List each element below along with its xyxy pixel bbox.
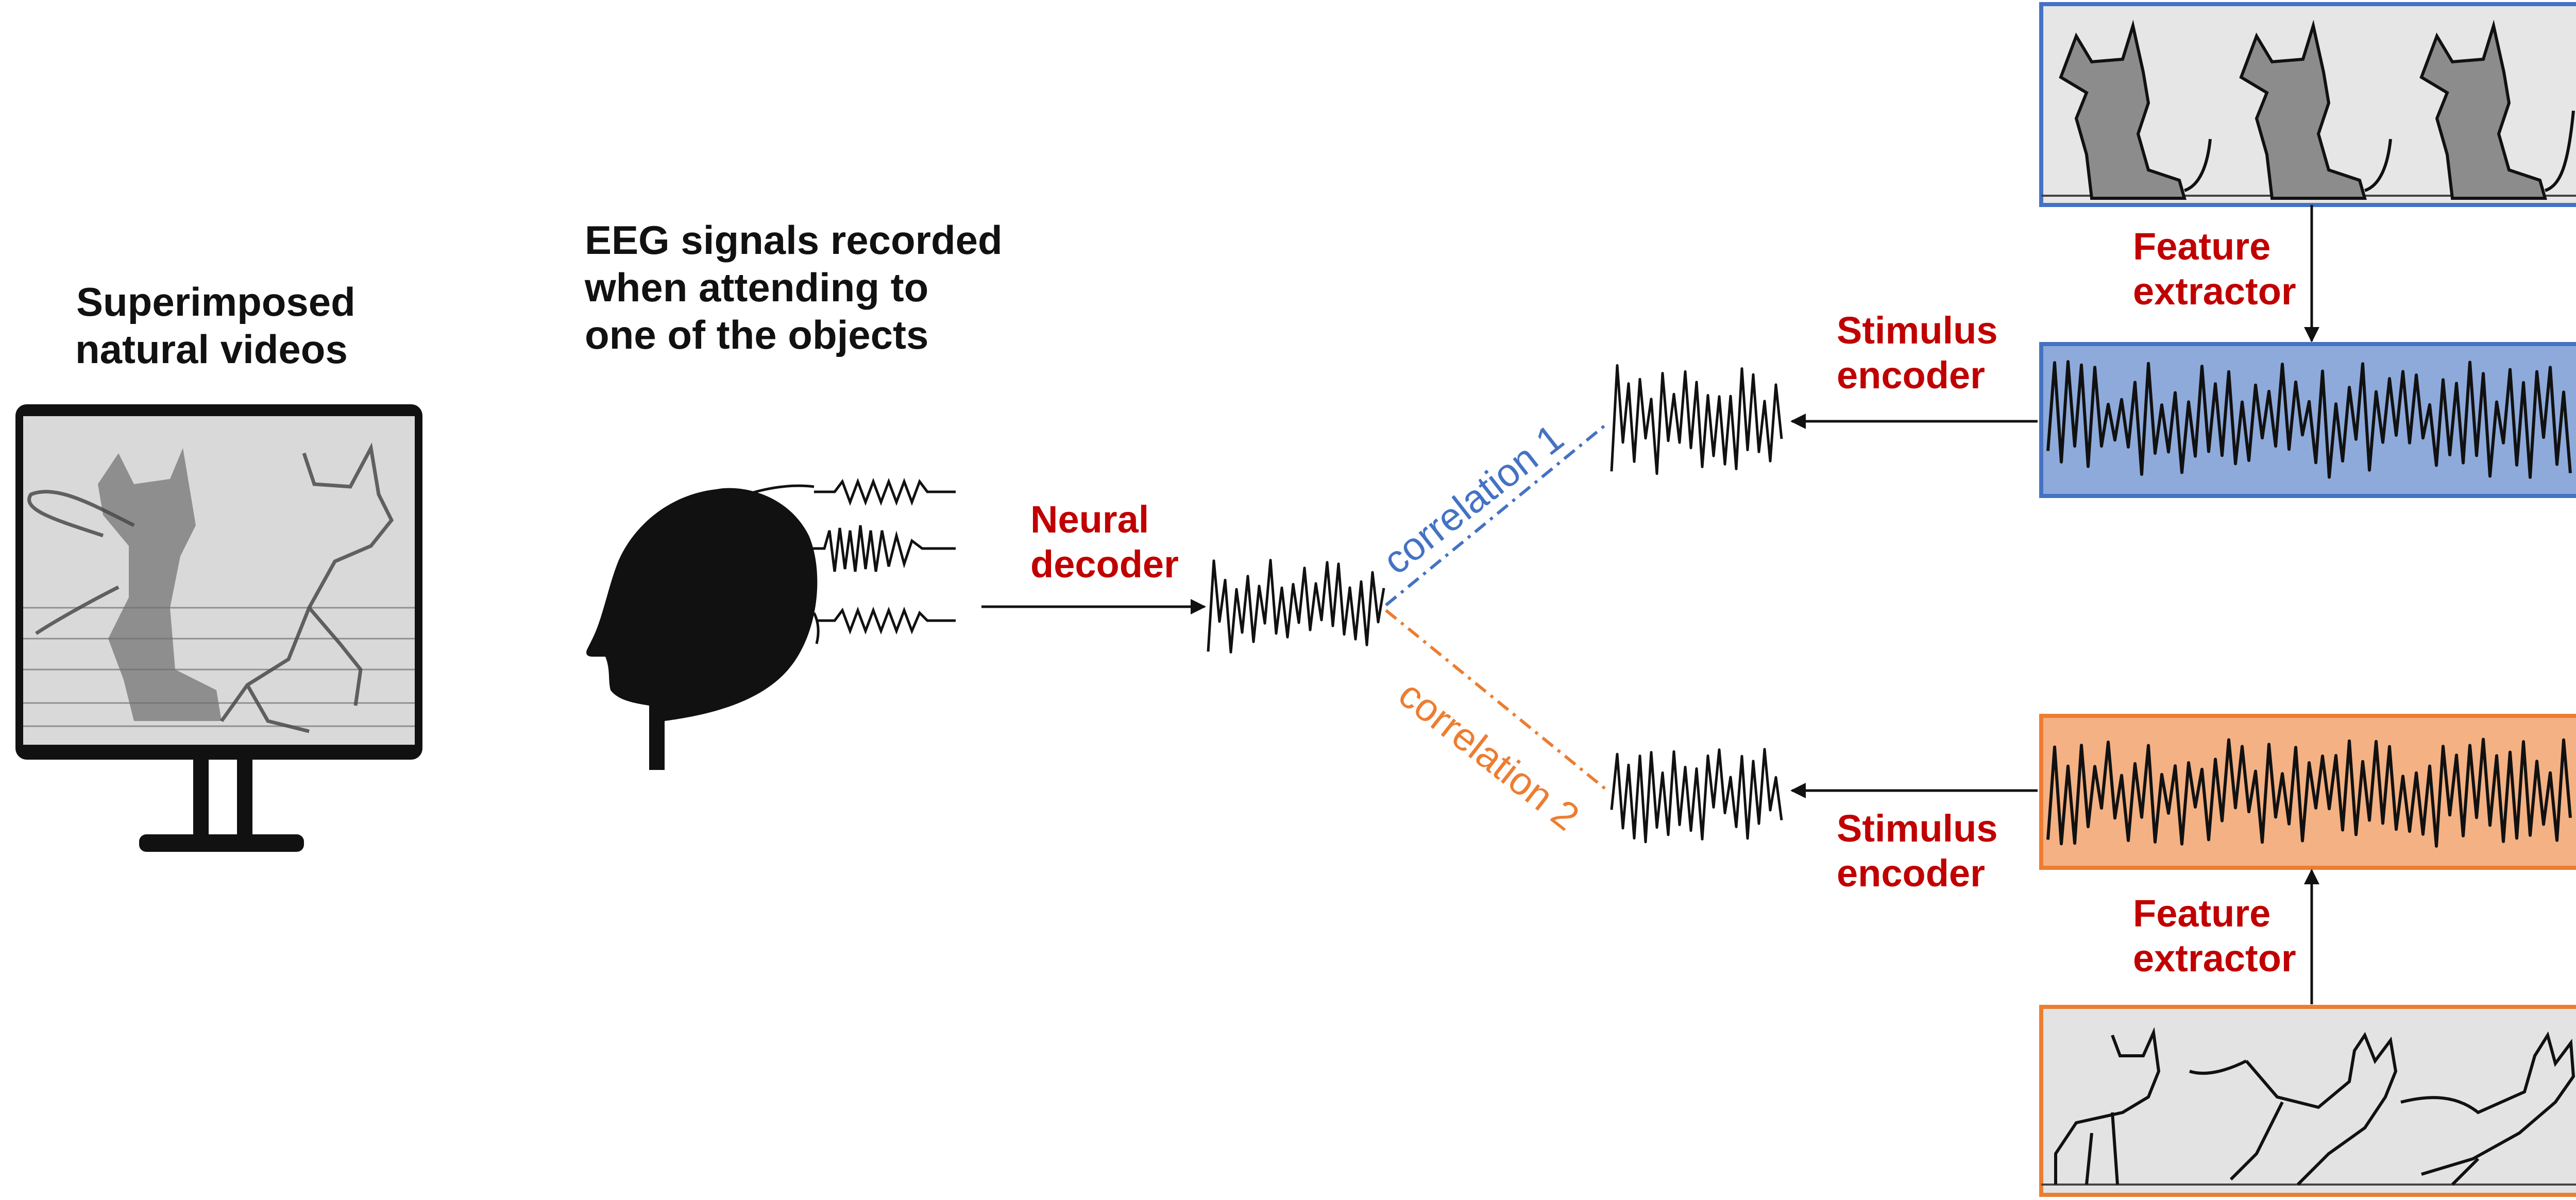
stimulus-encoder-bottom-label: Stimulus encoder	[1837, 807, 1998, 895]
cat-feature-signal-box	[2039, 714, 2576, 870]
dog-feature-signal-waveform	[2046, 360, 2572, 479]
encoded-signal-bottom-waveform	[1610, 748, 1783, 844]
decoded-signal-waveform	[1207, 559, 1385, 654]
eeg-signals-label: EEG signals recorded when attending to o…	[585, 217, 1003, 358]
eeg-electrode-traces	[739, 477, 956, 644]
stimulus-encoder-top-label: Stimulus encoder	[1837, 309, 1998, 397]
head-silhouette-icon	[586, 488, 818, 770]
superimposed-video-frame	[23, 416, 415, 745]
superimposed-videos-label: Superimposed natural videos	[75, 279, 355, 372]
feature-extractor-bottom-label: Feature extractor	[2133, 892, 2296, 980]
neural-decoder-label: Neural decoder	[1030, 498, 1179, 586]
feature-extractor-top-label: Feature extractor	[2133, 225, 2296, 313]
cat-frames-icon	[2039, 1005, 2576, 1197]
encoded-signal-top-waveform	[1610, 364, 1783, 475]
monitor-icon	[15, 404, 422, 852]
dog-frames-icon	[2039, 2, 2576, 207]
correlation-2-line	[1385, 609, 1608, 792]
cat-feature-signal-waveform	[2046, 738, 2572, 848]
correlation-1-line	[1385, 422, 1608, 607]
